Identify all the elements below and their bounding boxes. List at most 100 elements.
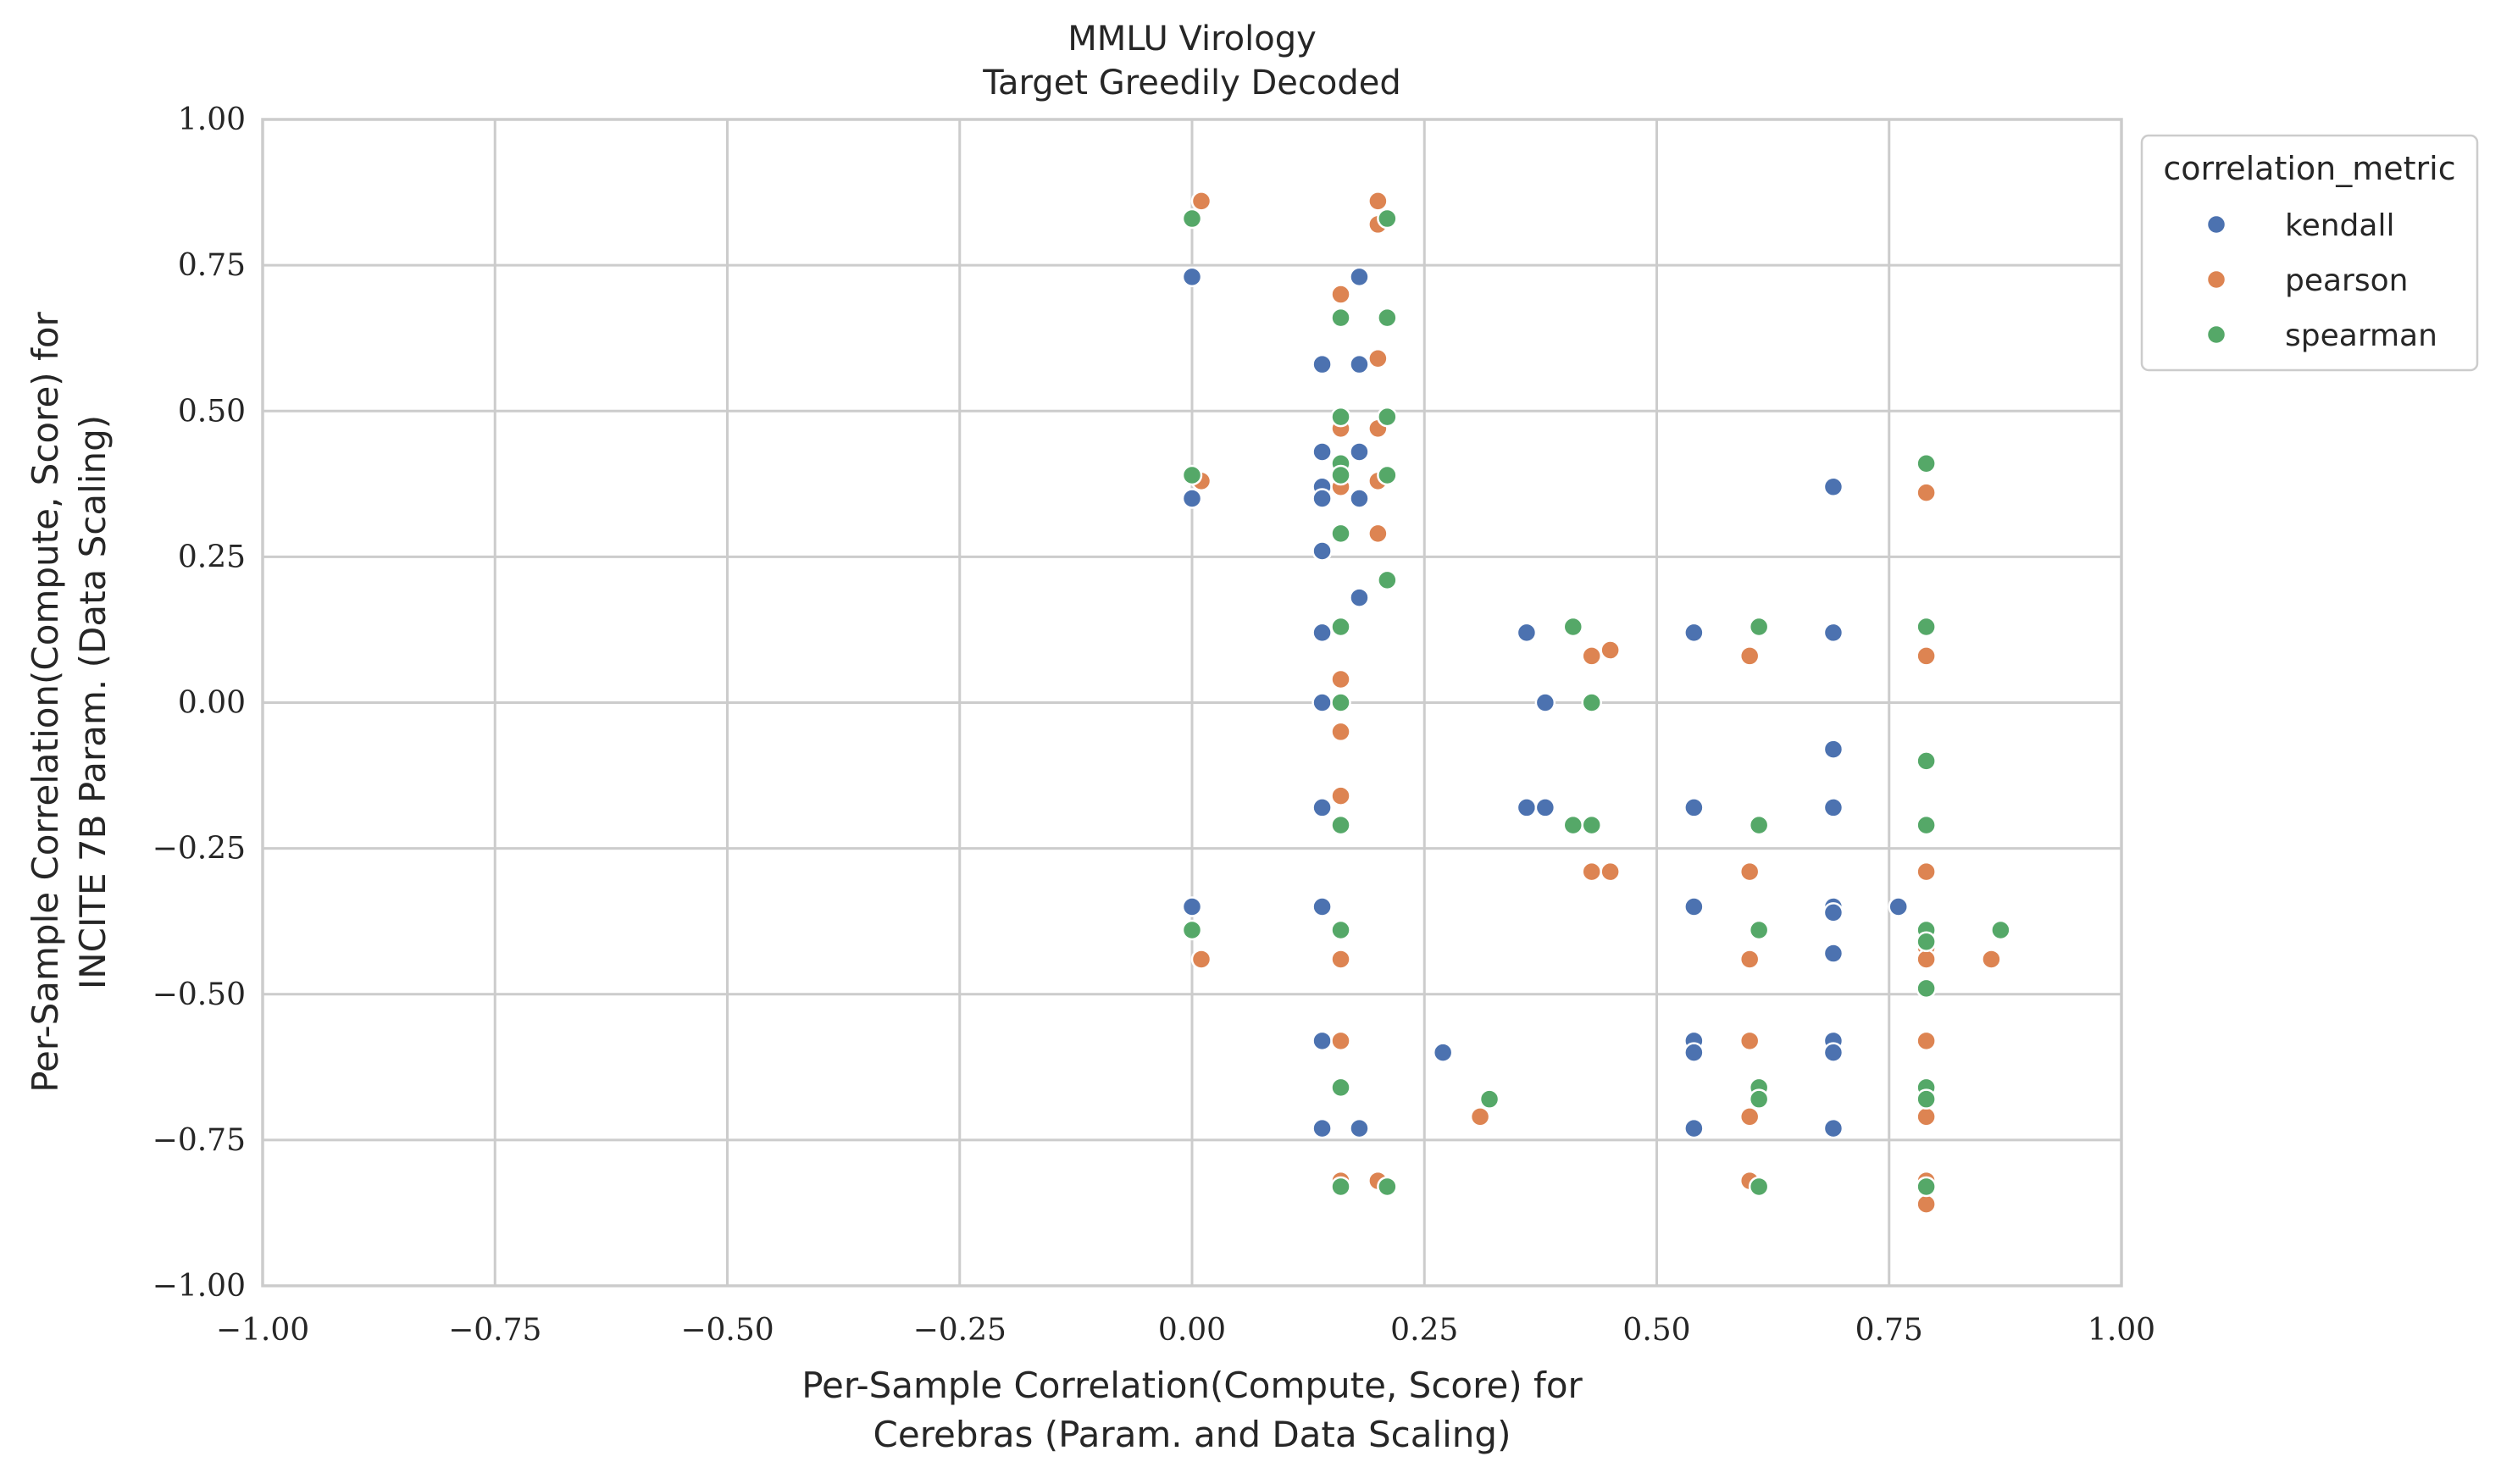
data-point-kendall (1822, 902, 1844, 923)
data-point-kendall (1312, 1030, 1333, 1052)
data-point-spearman (1377, 464, 1398, 486)
data-point-spearman (1748, 814, 1770, 836)
data-point-pearson (1330, 949, 1351, 970)
y-axis-label-line-1: Per-Sample Correlation(Compute, Score) f… (25, 311, 66, 1092)
data-point-spearman (1916, 750, 1937, 772)
y-tick-label: −0.25 (152, 832, 246, 867)
data-point-kendall (1683, 797, 1705, 818)
data-point-kendall (1516, 797, 1538, 818)
data-point-pearson (1469, 1106, 1491, 1127)
x-tick-label: −0.25 (913, 1313, 1006, 1348)
x-tick-label: −0.75 (448, 1313, 541, 1348)
y-tick-label: 1.00 (178, 102, 246, 137)
data-point-spearman (1377, 1176, 1398, 1198)
data-point-pearson (1581, 645, 1602, 667)
data-point-pearson (1738, 949, 1761, 970)
legend-label-pearson: pearson (2285, 263, 2408, 298)
data-point-kendall (1534, 692, 1556, 713)
data-point-pearson (1581, 861, 1602, 883)
data-point-pearson (1981, 949, 2002, 970)
data-point-spearman (1748, 616, 1770, 638)
data-point-kendall (1822, 943, 1844, 964)
data-point-spearman (1581, 814, 1602, 836)
data-point-pearson (1916, 645, 1937, 667)
legend: correlation_metric kendall pearson spear… (2140, 134, 2479, 372)
data-point-pearson (1330, 668, 1351, 690)
data-points (1181, 191, 2011, 1215)
data-point-kendall (1534, 797, 1556, 818)
data-point-kendall (1822, 476, 1844, 498)
y-tick-label: −0.75 (152, 1123, 246, 1158)
data-point-kendall (1312, 441, 1333, 462)
data-point-pearson (1330, 785, 1351, 806)
data-point-spearman (1916, 814, 1937, 836)
data-point-spearman (1181, 919, 1203, 941)
data-point-spearman (1330, 406, 1351, 428)
data-point-kendall (1349, 441, 1370, 462)
x-tick-label: 0.25 (1390, 1313, 1458, 1348)
data-point-pearson (1190, 191, 1212, 212)
legend-marker-pearson (2205, 269, 2227, 291)
data-point-spearman (1330, 692, 1351, 713)
legend-label-kendall: kendall (2285, 208, 2394, 243)
data-point-kendall (1312, 488, 1333, 509)
data-point-kendall (1349, 353, 1370, 375)
data-point-kendall (1822, 1117, 1844, 1139)
x-tick-label: 0.75 (1855, 1313, 1923, 1348)
data-point-pearson (1738, 645, 1761, 667)
x-tick-label: 1.00 (2088, 1313, 2155, 1348)
data-point-pearson (1916, 1106, 1937, 1127)
legend-box (2140, 134, 2479, 372)
data-point-spearman (1581, 692, 1602, 713)
x-axis-label-line-1: Per-Sample Correlation(Compute, Score) f… (801, 1365, 1583, 1406)
data-point-kendall (1888, 896, 1909, 917)
data-point-spearman (1916, 931, 1937, 953)
data-point-kendall (1312, 622, 1333, 644)
data-point-pearson (1367, 523, 1389, 545)
data-point-pearson (1916, 1030, 1937, 1052)
y-tick-label: 0.25 (178, 540, 246, 574)
data-point-spearman (1181, 464, 1203, 486)
data-point-kendall (1683, 1117, 1705, 1139)
data-point-spearman (1377, 208, 1398, 230)
data-point-kendall (1349, 1117, 1370, 1139)
data-point-spearman (1330, 464, 1351, 486)
data-point-kendall (1683, 1042, 1705, 1063)
data-point-kendall (1349, 488, 1370, 509)
legend-marker-spearman (2205, 324, 2227, 346)
data-point-spearman (1478, 1088, 1500, 1110)
y-tick-label: 0.75 (178, 248, 246, 283)
data-point-spearman (1330, 1176, 1351, 1198)
data-point-spearman (1748, 1176, 1770, 1198)
data-point-kendall (1516, 622, 1538, 644)
y-tick-label: 0.00 (178, 686, 246, 721)
data-point-kendall (1312, 797, 1333, 818)
x-tick-label: −0.50 (680, 1313, 774, 1348)
data-point-kendall (1822, 739, 1844, 760)
data-point-spearman (1330, 814, 1351, 836)
data-point-pearson (1916, 1193, 1937, 1215)
legend-title: correlation_metric (2163, 150, 2455, 187)
data-point-kendall (1312, 692, 1333, 713)
plot-frame (261, 118, 2123, 1287)
data-point-spearman (1330, 1077, 1351, 1099)
x-tick-label: 0.50 (1622, 1313, 1690, 1348)
data-point-pearson (1367, 191, 1389, 212)
data-point-pearson (1738, 1030, 1761, 1052)
x-tick-label: 0.00 (1158, 1313, 1226, 1348)
data-point-kendall (1822, 797, 1844, 818)
data-point-spearman (1748, 1088, 1770, 1110)
data-point-pearson (1738, 1106, 1761, 1127)
data-point-pearson (1330, 721, 1351, 743)
y-tick-label: 0.50 (178, 394, 246, 429)
data-point-spearman (1377, 569, 1398, 591)
data-point-pearson (1190, 949, 1212, 970)
data-point-kendall (1683, 622, 1705, 644)
data-point-pearson (1367, 348, 1389, 369)
data-point-spearman (1748, 919, 1770, 941)
data-point-kendall (1432, 1042, 1454, 1063)
data-point-kendall (1312, 540, 1333, 562)
data-point-spearman (1562, 814, 1584, 836)
y-axis-label-line-2: INCITE 7B Param. (Data Scaling) (72, 415, 114, 989)
